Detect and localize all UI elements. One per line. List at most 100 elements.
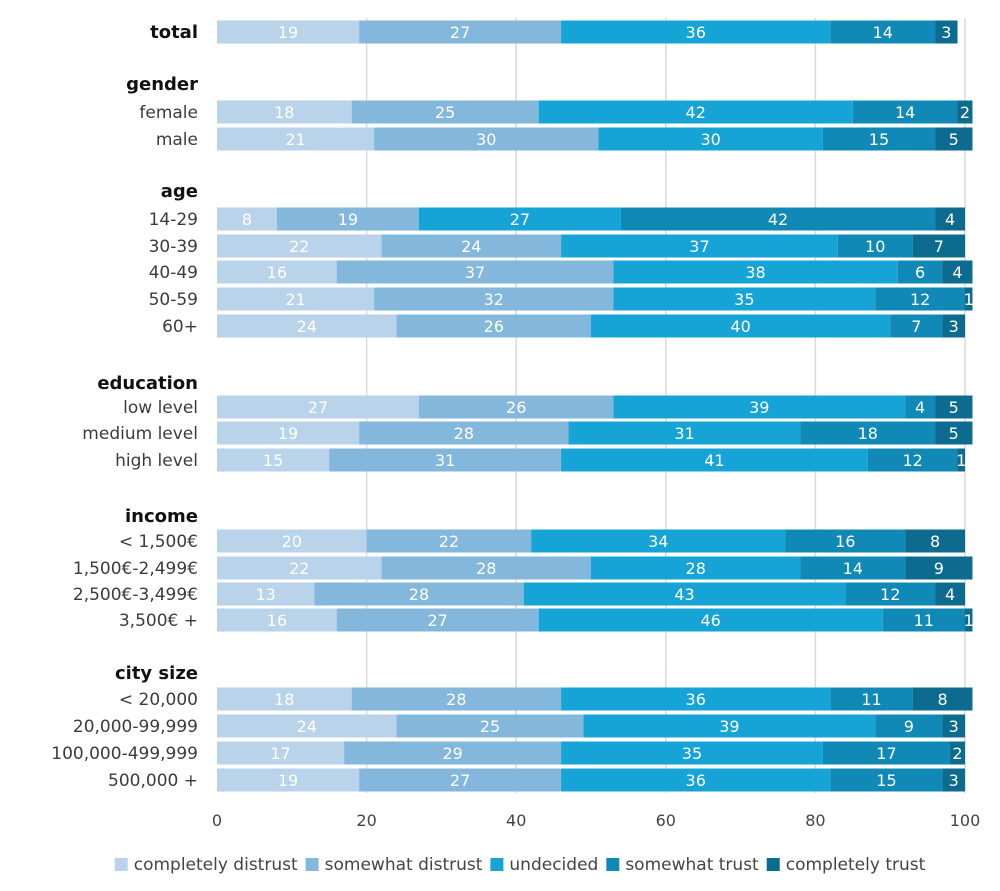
data-label-18-3: 11 bbox=[914, 611, 934, 630]
data-label-2-0: 18 bbox=[274, 103, 294, 122]
data-label-11-2: 39 bbox=[749, 398, 769, 417]
bar-segment-11-0 bbox=[217, 395, 419, 419]
bar-segment-5-4 bbox=[935, 207, 965, 231]
row-label-22: 100,000-499,999 bbox=[51, 744, 198, 764]
data-label-12-4: 5 bbox=[949, 424, 959, 443]
data-label-11-1: 26 bbox=[506, 398, 526, 417]
legend-label-1: somewhat distrust bbox=[325, 855, 483, 875]
bar-segment-21-0 bbox=[217, 714, 397, 738]
row-labels: total gender female male age 14-29 30-39 40-49 5… bbox=[51, 22, 198, 791]
data-label-6-3: 10 bbox=[865, 237, 885, 256]
bar-segment-5-1 bbox=[276, 207, 419, 231]
data-label-3-4: 5 bbox=[949, 130, 959, 149]
row-label-2: female bbox=[139, 103, 198, 123]
data-label-7-3: 6 bbox=[915, 263, 925, 282]
data-label-17-0: 13 bbox=[255, 585, 275, 604]
data-label-8-2: 35 bbox=[734, 290, 754, 309]
legend-swatch-2 bbox=[490, 858, 504, 871]
legend-item-4: completely trust bbox=[766, 855, 926, 875]
bar-row-23: 19 27 36 15 3 bbox=[217, 768, 965, 792]
bar-segment-17-1 bbox=[314, 582, 524, 606]
legend-item-3: somewhat trust bbox=[606, 855, 759, 875]
row-label-7: 40-49 bbox=[149, 263, 198, 283]
data-label-16-3: 14 bbox=[843, 559, 863, 578]
bar-segment-0-0 bbox=[217, 20, 360, 44]
bar-segment-6-2 bbox=[561, 234, 838, 258]
bar-segment-0-2 bbox=[561, 20, 831, 44]
data-label-3-2: 30 bbox=[701, 130, 721, 149]
bar-segment-11-4 bbox=[935, 395, 973, 419]
bar-segment-20-0 bbox=[217, 687, 352, 711]
bar-row-18: 16 27 46 11 1 bbox=[217, 608, 974, 632]
bar-segment-11-1 bbox=[418, 395, 614, 419]
data-label-11-3: 4 bbox=[915, 398, 925, 417]
data-label-0-4: 3 bbox=[941, 23, 951, 42]
bar-segment-3-1 bbox=[374, 127, 599, 151]
bar-segment-22-0 bbox=[217, 741, 345, 765]
bar-segment-8-2 bbox=[613, 287, 876, 311]
data-label-20-1: 28 bbox=[446, 690, 466, 709]
data-label-0-2: 36 bbox=[686, 23, 706, 42]
data-label-15-3: 16 bbox=[835, 532, 855, 551]
data-label-9-2: 40 bbox=[730, 317, 750, 336]
data-label-22-4: 2 bbox=[952, 744, 962, 763]
data-label-7-1: 37 bbox=[465, 263, 485, 282]
bar-row-3: 21 30 30 15 5 bbox=[217, 127, 973, 151]
row-label-15: < 1,500€ bbox=[119, 532, 198, 552]
data-label-18-2: 46 bbox=[701, 611, 721, 630]
bar-segment-21-4 bbox=[942, 714, 965, 738]
row-label-13: high level bbox=[115, 451, 198, 471]
bar-segment-22-3 bbox=[822, 741, 951, 765]
data-label-2-4: 2 bbox=[960, 103, 970, 122]
data-label-5-2: 27 bbox=[510, 210, 530, 229]
legend-label-3: somewhat trust bbox=[625, 855, 759, 875]
bar-segment-15-4 bbox=[905, 529, 965, 553]
data-label-9-3: 7 bbox=[911, 317, 921, 336]
data-label-6-1: 24 bbox=[461, 237, 481, 256]
bar-segment-16-1 bbox=[381, 556, 591, 580]
bar-segment-6-0 bbox=[217, 234, 382, 258]
data-label-12-1: 28 bbox=[454, 424, 474, 443]
data-label-21-4: 3 bbox=[949, 717, 959, 736]
row-label-11: low level bbox=[123, 398, 198, 418]
bar-segment-11-3 bbox=[905, 395, 936, 419]
data-label-17-2: 43 bbox=[674, 585, 694, 604]
bar-row-17: 13 28 43 12 4 bbox=[217, 582, 965, 606]
x-tick-label-80: 80 bbox=[805, 811, 825, 830]
group-header-19: city size bbox=[115, 663, 198, 684]
bar-segment-2-1 bbox=[351, 100, 539, 124]
bar-segment-15-0 bbox=[217, 529, 367, 553]
legend-swatch-1 bbox=[305, 858, 319, 871]
bar-segment-22-4 bbox=[950, 741, 965, 765]
legend-swatch-3 bbox=[606, 858, 620, 871]
bar-segment-13-0 bbox=[217, 448, 330, 472]
bar-segment-23-4 bbox=[942, 768, 965, 792]
row-label-6: 30-39 bbox=[149, 237, 198, 257]
data-label-2-2: 42 bbox=[686, 103, 706, 122]
data-label-7-0: 16 bbox=[267, 263, 287, 282]
group-header-1: gender bbox=[126, 74, 198, 95]
data-label-21-0: 24 bbox=[297, 717, 317, 736]
bar-segment-15-1 bbox=[366, 529, 532, 553]
data-label-20-0: 18 bbox=[274, 690, 294, 709]
legend-swatch-0 bbox=[114, 858, 128, 871]
bar-segment-9-1 bbox=[396, 314, 591, 338]
data-label-11-4: 5 bbox=[949, 398, 959, 417]
bar-segment-17-3 bbox=[845, 582, 936, 606]
bar-segment-2-2 bbox=[538, 100, 853, 124]
data-label-0-0: 19 bbox=[278, 23, 298, 42]
legend-item-0: completely distrust bbox=[114, 855, 298, 875]
bar-segment-17-2 bbox=[523, 582, 846, 606]
bar-row-15: 20 22 34 16 8 bbox=[217, 529, 965, 553]
bar-segment-22-2 bbox=[561, 741, 823, 765]
bar-segment-5-0 bbox=[217, 207, 277, 231]
bar-segment-16-0 bbox=[217, 556, 382, 580]
group-header-10: education bbox=[97, 373, 198, 394]
bar-segment-0-3 bbox=[830, 20, 936, 44]
bar-row-2: 18 25 42 14 2 bbox=[217, 100, 973, 124]
bar-segment-18-4 bbox=[965, 608, 973, 632]
bar-segment-11-2 bbox=[613, 395, 906, 419]
bar-segment-20-3 bbox=[830, 687, 913, 711]
bar-segment-9-0 bbox=[217, 314, 397, 338]
